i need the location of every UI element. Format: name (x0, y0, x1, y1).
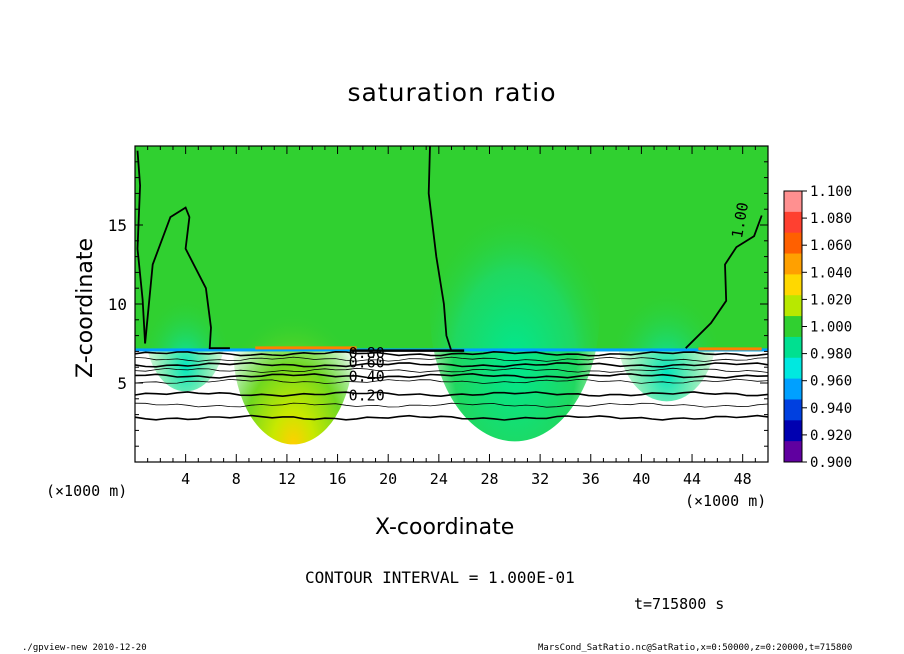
x-unit-label-right: (×1000 m) (685, 492, 767, 510)
colorbar-swatch (784, 191, 802, 213)
y-tick-label: 10 (108, 295, 127, 314)
colorbar-label: 1.080 (810, 211, 852, 227)
colorbar-swatch (784, 336, 802, 359)
colorbar-label: 0.960 (810, 374, 852, 390)
colorbar-swatch (784, 378, 802, 400)
colorbar-swatch (784, 253, 802, 275)
colorbar-swatch (784, 357, 802, 380)
interface-hot-band (255, 346, 357, 350)
colorbar-label: 1.040 (810, 265, 852, 281)
x-tick-label: 44 (683, 470, 701, 488)
colorbar-swatch (784, 420, 802, 442)
subsaturation-patch-west (145, 271, 226, 392)
contour-interval-note: CONTOUR INTERVAL = 1.000E-01 (305, 568, 575, 587)
colorbar-label: 1.000 (810, 320, 852, 336)
contour-label: 0.60 (349, 353, 385, 371)
contour-line (134, 391, 769, 398)
colorbar-label: 1.020 (810, 292, 852, 308)
x-tick-label: 24 (430, 470, 448, 488)
subsaturation-patch (429, 181, 600, 442)
contour-line (134, 372, 769, 379)
contour-line (685, 215, 763, 349)
colorbar: 1.100 1.080 1.060 1.040 1.020 1.000 0.980 0.960… (783, 184, 852, 471)
contour-line (427, 145, 453, 352)
colorbar-label: 0.940 (810, 401, 852, 417)
subsaturation-patch-east (616, 261, 717, 402)
chart-title: saturation ratio (347, 78, 557, 107)
colorbar-swatch (784, 316, 802, 338)
colorbar-label: 0.900 (810, 455, 852, 471)
colorbar-swatch (784, 441, 802, 463)
plot-area: 0.200.400.600.801.004 8 12 16 20 24 28 32 36 40 44… (108, 145, 769, 488)
contour-line (136, 150, 146, 344)
footer-left: ./gpview-new 2010-12-20 (22, 643, 147, 653)
time-label: t=715800 s (634, 595, 725, 613)
colorbar-label: 0.980 (810, 347, 852, 363)
x-tick-label: 8 (232, 470, 241, 488)
contour-label: 0.40 (349, 368, 385, 386)
colorbar-swatch (784, 232, 802, 255)
contour-label: 0.80 (349, 344, 385, 362)
y-tick-label: 15 (108, 216, 127, 235)
contour-label: 0.20 (349, 387, 385, 405)
colorbar-swatch (784, 274, 802, 296)
interface-hot-band-east (698, 347, 762, 351)
x-tick-label: 36 (582, 470, 600, 488)
colorbar-swatch (784, 211, 802, 234)
contour-line (144, 206, 230, 350)
contour-label: 1.00 (728, 201, 752, 240)
contour-line (134, 378, 769, 384)
x-axis-label: X-coordinate (375, 515, 515, 540)
x-tick-label: 32 (531, 470, 549, 488)
contour-line (134, 361, 769, 368)
colorbar-swatch (784, 399, 802, 421)
x-tick-label: 4 (181, 470, 190, 488)
y-tick-label: 5 (117, 374, 127, 393)
x-tick-label: 20 (379, 470, 397, 488)
x-unit-label-left: (×1000 m) (46, 482, 128, 500)
y-axis-label: Z-coordinate (73, 238, 98, 378)
contour-line (134, 350, 769, 357)
contour-line (134, 414, 769, 421)
colorbar-label: 0.920 (810, 428, 852, 444)
contour-line (134, 367, 769, 373)
contour-line (134, 402, 769, 408)
x-tick-label: 16 (329, 470, 347, 488)
footer-right: MarsCond_SatRatio.nc@SatRatio,x=0:50000,… (538, 643, 853, 653)
x-tick-label: 40 (632, 470, 650, 488)
x-tick-label: 48 (734, 470, 752, 488)
colorbar-label: 1.100 (810, 184, 852, 200)
colorbar-label: 1.060 (810, 238, 852, 254)
x-tick-label: 28 (480, 470, 498, 488)
x-tick-label: 12 (278, 470, 296, 488)
contour-line (134, 356, 769, 362)
colorbar-swatch (784, 295, 802, 317)
